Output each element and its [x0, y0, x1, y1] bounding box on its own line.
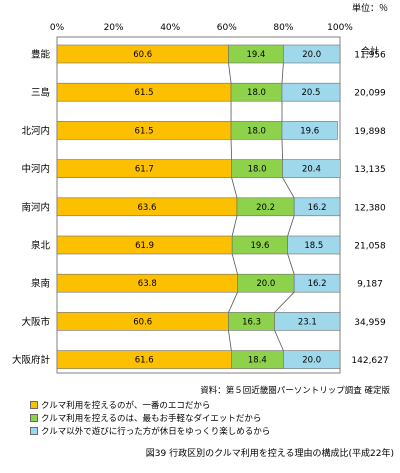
legend-item-3: クルマ以外で遊びに行った方が休日をゆっくり楽しめるから: [30, 424, 370, 437]
data-label: 20.4: [302, 165, 321, 175]
bar-segment: [283, 350, 341, 369]
x-tick-label: 80%: [273, 23, 293, 33]
legend-label-1: クルマ利用を控えるのが、一番のエコだから: [41, 400, 211, 411]
series-connector-line: [228, 292, 238, 313]
category-label: 中河内: [21, 163, 50, 175]
row-total: 13,135: [354, 165, 386, 175]
category-label: 北河内: [21, 125, 50, 137]
series-connector-line: [231, 215, 238, 237]
data-label: 18.0: [248, 165, 267, 175]
data-label: 61.5: [135, 88, 154, 98]
row-total: 9,187: [357, 280, 383, 290]
data-label: 61.9: [135, 241, 154, 251]
row-total: 12,380: [354, 203, 386, 213]
row-total: 34,959: [354, 318, 386, 328]
data-label: 61.6: [135, 356, 154, 366]
bar-segment: [281, 82, 341, 102]
series-connector-line: [274, 330, 284, 351]
legend-item-2: クルマ利用を控えるのは、最もお手軽なダイエットだから: [30, 411, 370, 424]
data-label: 23.1: [298, 317, 317, 327]
data-label: 20.2: [256, 203, 275, 213]
series-connector-line: [287, 253, 295, 275]
legend-label-3: クルマ以外で遊びに行った方が休日をゆっくり楽しめるから: [41, 426, 271, 437]
data-label: 20.0: [256, 279, 275, 289]
category-label: 三島: [31, 87, 50, 99]
data-label: 61.7: [135, 165, 154, 175]
stacked-bar-chart: 0% 20% 40% 60% 80% 100% 豊能 60.6 19.4 20.0 11,956 三島…: [12, 23, 389, 374]
data-label: 60.6: [133, 317, 152, 327]
category-label: 南河内: [21, 201, 50, 213]
data-label: 16.2: [308, 279, 327, 289]
series-connector-line: [281, 139, 283, 160]
source-note: 資料：第５回近畿圏パーソントリップ調査 確定版: [200, 386, 390, 396]
category-label: 大阪市: [21, 316, 50, 328]
data-label: 20.0: [302, 356, 321, 366]
legend-label-2: クルマ利用を控えるのは、最もお手軽なダイエットだから: [41, 413, 262, 424]
figure-caption: 図39 行政区別のクルマ利用を控える理由の構成比(平成22年): [145, 449, 394, 459]
x-tick-label: 40%: [160, 23, 180, 33]
data-label: 19.6: [250, 241, 269, 251]
data-label: 18.0: [247, 88, 266, 98]
data-label: 20.5: [302, 88, 321, 98]
legend-swatch-1: [30, 400, 38, 409]
series-connector-line: [282, 177, 295, 198]
data-label: 19.6: [300, 126, 319, 136]
legend-item-1: クルマ利用を控えるのが、一番のエコだから: [30, 398, 370, 411]
series-connector-line: [228, 330, 232, 351]
category-label: 泉北: [31, 240, 51, 252]
series-connector-line: [287, 215, 295, 237]
series-connector-line: [230, 139, 233, 160]
series-connector-line: [281, 62, 284, 84]
x-tick-label: 100%: [327, 23, 353, 33]
row-total: 19,898: [354, 127, 386, 137]
total-column-header: 合計: [360, 47, 379, 57]
x-tick-label: 0%: [50, 23, 65, 33]
data-label: 16.3: [242, 317, 261, 327]
bar-segment: [293, 273, 341, 293]
category-label: 泉南: [31, 278, 50, 290]
series-connector-line: [231, 253, 238, 275]
row-total: 21,058: [354, 242, 386, 252]
bar-segment: [282, 159, 341, 178]
bar-segment: [287, 235, 341, 255]
x-tick-label: 20%: [104, 23, 124, 33]
data-label: 18.4: [248, 356, 267, 366]
category-label: 大阪府計: [12, 354, 51, 366]
row-total: 20,099: [354, 89, 386, 99]
chart-legend: クルマ利用を控えるのが、一番のエコだから クルマ利用を控えるのは、最もお手軽なダ…: [30, 398, 370, 437]
bar-segment: [293, 197, 341, 217]
legend-swatch-3: [30, 426, 38, 435]
bar-segment: [274, 312, 341, 331]
data-label: 63.8: [138, 279, 157, 289]
data-label: 60.6: [133, 50, 152, 60]
data-label: 63.6: [138, 203, 157, 213]
data-label: 19.4: [246, 50, 265, 60]
data-label: 18.0: [247, 126, 266, 136]
data-label: 18.5: [304, 241, 323, 251]
bar-segment: [283, 44, 341, 64]
unit-label: 単位：％: [351, 4, 388, 14]
data-label: 16.2: [308, 203, 327, 213]
series-connector-line: [228, 62, 232, 84]
series-connector-line: [274, 291, 295, 313]
row-total: 11,956: [354, 51, 386, 61]
category-label: 豊能: [31, 49, 51, 61]
bar-segment: [281, 121, 338, 140]
row-total: 142,627: [351, 356, 388, 366]
x-tick-label: 60%: [217, 23, 237, 33]
data-label: 20.0: [302, 50, 321, 60]
series-connector-line: [231, 177, 238, 198]
data-label: 61.5: [135, 126, 154, 136]
legend-swatch-2: [30, 413, 38, 422]
